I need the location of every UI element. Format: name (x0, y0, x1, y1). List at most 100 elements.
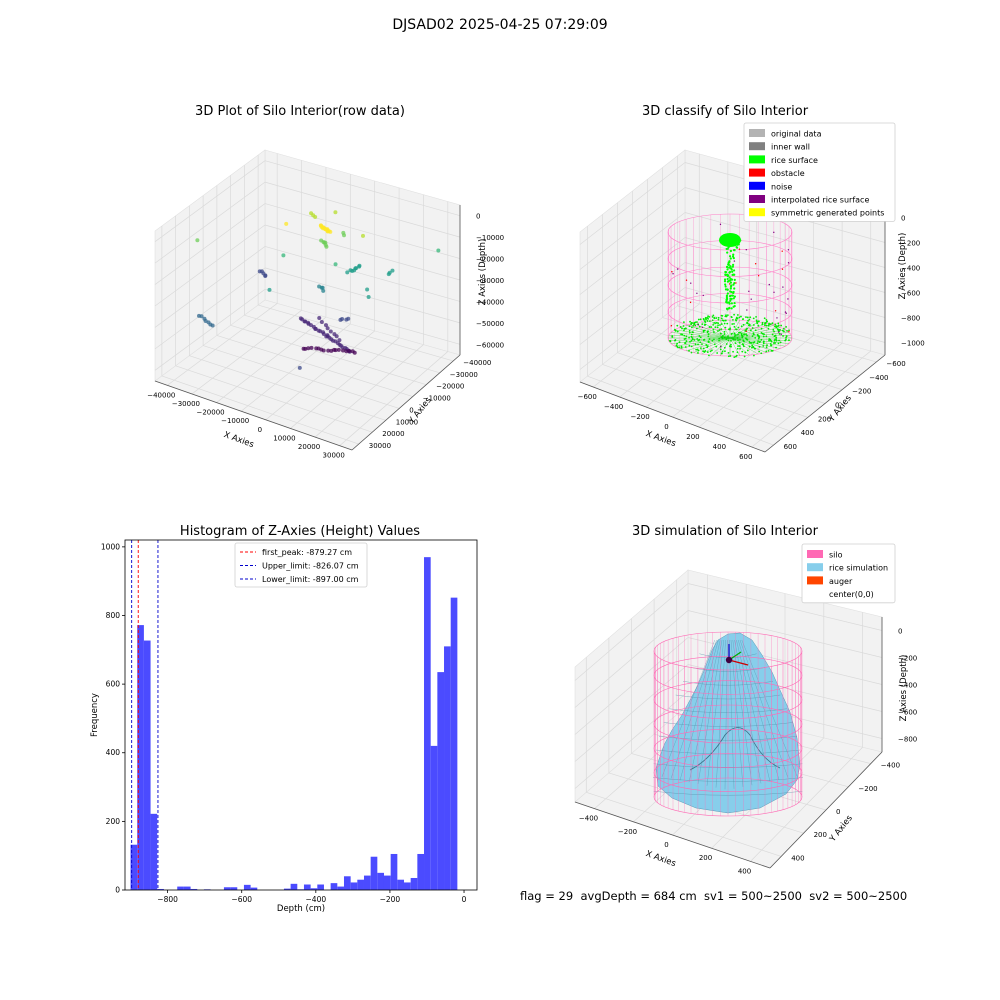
p2-rice-point (726, 322, 729, 325)
p2-rice-ray (729, 321, 759, 339)
p1-gridline (175, 365, 373, 433)
p4-mesh-line (661, 639, 715, 777)
p1-data-point (366, 294, 371, 299)
p3-bar (444, 646, 451, 890)
p2-noise-point (701, 326, 704, 328)
p2-rice-point (777, 342, 780, 345)
p3-bar (230, 887, 238, 890)
p2-rice-ray (668, 335, 731, 339)
p2-rice-point (717, 316, 720, 319)
panel4-title: 3D simulation of Silo Interior (632, 524, 818, 539)
p2-ztick-label: −200 (901, 240, 920, 248)
p2-rice-ray (710, 320, 731, 339)
p2-rice-ray (729, 325, 774, 339)
p2-rice-point (720, 317, 723, 320)
p2-rice-point (681, 333, 684, 336)
p2-rice-point (720, 314, 723, 317)
p2-rice-point (739, 347, 741, 350)
p1-xtick-label: 30000 (323, 452, 345, 460)
p1-data-point (313, 215, 318, 220)
p2-gridline (684, 287, 886, 343)
p1-data-point (334, 334, 339, 339)
p1-data-point (340, 316, 345, 321)
p2-noise-point (697, 324, 699, 326)
p2-rice-ray (729, 337, 740, 356)
p2-rice-point (723, 322, 726, 325)
p2-rice-point (711, 349, 713, 352)
p1-data-point (352, 350, 357, 355)
p2-rice-point (740, 325, 743, 328)
p4-ylabel: Y Axies (827, 813, 855, 845)
p2-noise-point (781, 250, 783, 252)
p2-noise-point (773, 291, 775, 293)
p3-bar (190, 888, 198, 890)
p3-bar (317, 884, 324, 890)
p2-rice-point (679, 325, 682, 328)
p2-rice-point (688, 336, 690, 339)
p2-rice-point (733, 356, 736, 359)
p3-bar (390, 853, 398, 890)
p4-y-axis-line (769, 751, 883, 869)
p1-data-point (325, 333, 330, 338)
p2-rice-point (749, 316, 752, 319)
p2-rice-point (729, 294, 732, 298)
p2-rice-point (717, 318, 720, 321)
p4-mesh-line (734, 639, 762, 784)
p2-rice-point (733, 248, 736, 252)
p2-rice-point (695, 348, 698, 351)
p2-rice-ray (701, 321, 731, 339)
p2-rice-point (728, 276, 731, 279)
p2-rice-point (688, 329, 691, 332)
p1-gridline (258, 304, 454, 362)
p2-noise-point (696, 292, 698, 294)
p1-data-point (337, 338, 342, 343)
p2-rice-ray (729, 337, 792, 341)
p2-gridline (662, 317, 860, 377)
p2-rice-point (768, 322, 770, 325)
p2-noise-point (757, 275, 760, 277)
p2-rice-point (724, 270, 728, 274)
p2-rice-point (735, 354, 738, 357)
p1-data-point (328, 329, 333, 334)
p2-rice-point (692, 324, 695, 327)
p2-rice-point (676, 330, 679, 333)
p4-x-axis-line (574, 801, 771, 869)
p2-rice-point (727, 263, 730, 266)
p3-bar (363, 875, 371, 890)
p2-rice-point (746, 349, 749, 352)
p2-rice-point (765, 346, 768, 349)
p2-ytick-label: 200 (818, 415, 831, 423)
p2-rice-point (734, 342, 737, 345)
p3-bar (343, 876, 351, 890)
p1-data-point (317, 315, 322, 320)
p4-mesh-line (715, 639, 726, 788)
p2-rice-point (748, 318, 751, 321)
p2-rice-point (676, 324, 679, 327)
p2-legend-label: obstacle (771, 169, 805, 178)
p2-y-axis-line (764, 354, 886, 453)
p2-rice-point (726, 280, 730, 283)
p2-rice-point (694, 343, 697, 346)
p1-data-point (333, 210, 338, 215)
p2-rice-point (767, 324, 770, 327)
p4-gridline (586, 791, 782, 857)
p4-gridline (574, 610, 689, 708)
p2-noise-point (754, 263, 757, 265)
panel3-histogram: −800 −600 −400 −200 0 0 200 400 600 800 1000 Depth … (90, 539, 478, 914)
p2-rice-point (712, 314, 715, 317)
p3-bar (183, 886, 191, 890)
p3-bar (337, 886, 344, 890)
p2-noise-point (776, 317, 778, 319)
p2-rice-point (747, 319, 749, 322)
p2-rice-point (768, 339, 770, 342)
p2-ytick-label: 400 (801, 429, 814, 437)
p2-rice-point (737, 345, 739, 348)
p2-legend-label: noise (771, 182, 792, 191)
p2-noise-point (774, 310, 777, 312)
p2-rice-point (770, 344, 773, 347)
p2-rice-point (733, 281, 736, 285)
p1-gridline (264, 181, 461, 238)
p2-rice-point (732, 257, 735, 260)
p2-rice-point (688, 331, 691, 334)
p3-ytick-label: 400 (106, 748, 121, 757)
